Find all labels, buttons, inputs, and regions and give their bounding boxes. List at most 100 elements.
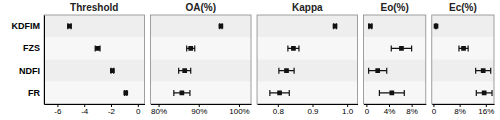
row-band [364, 37, 426, 59]
y-tick: NDFI [19, 66, 40, 76]
error-cap [287, 45, 288, 51]
error-cap [386, 68, 387, 74]
x-tick-label: 0 [136, 107, 141, 116]
y-axis-line [44, 16, 45, 105]
marks [270, 23, 338, 96]
y-tick-label: NDFI [19, 66, 40, 76]
x-tick: 0.8 [273, 104, 285, 116]
error-cap [190, 68, 191, 74]
x-tick: -6 [54, 104, 62, 116]
x-tick-label: 0.9 [307, 107, 319, 116]
x-tick: 16% [478, 104, 494, 116]
error-cap [490, 68, 491, 74]
marks [434, 23, 492, 96]
marks [67, 23, 128, 96]
row-bands [257, 15, 358, 104]
error-cap [189, 90, 190, 96]
x-axis-line [258, 104, 359, 105]
x-tick-label: 16% [478, 107, 494, 116]
error-cap [173, 90, 174, 96]
panel: 04%8%Eo(%) [364, 2, 427, 116]
chart: -6-4-20KDFIMFZSNDFIFRThreshold80%90%100%… [0, 0, 500, 120]
point [180, 91, 185, 96]
point [277, 91, 282, 96]
row-band [44, 15, 145, 37]
row-band [44, 60, 145, 82]
row-band [257, 37, 358, 59]
x-axis-line [151, 104, 252, 105]
x-tick: -2 [108, 104, 116, 116]
point [123, 91, 128, 96]
plot-frame [257, 15, 358, 104]
title: Kappa [292, 2, 323, 13]
x-tick-label: -6 [54, 107, 62, 116]
x-tick: 90% [191, 104, 207, 116]
error-cap [458, 45, 459, 51]
point [110, 68, 115, 73]
x-tick: 0 [432, 104, 437, 116]
y-tick-label: KDFIM [12, 21, 41, 31]
x-tick: 8% [406, 104, 418, 116]
x-tick: 0 [136, 104, 141, 116]
y-tick-label: FR [28, 88, 40, 98]
point [333, 24, 338, 29]
row-bands [44, 15, 145, 104]
y-tick-label: FZS [23, 43, 40, 53]
error-cap [294, 68, 295, 74]
row-band [432, 37, 494, 59]
point [368, 24, 373, 29]
error-cap [368, 68, 369, 74]
x-tick: -4 [81, 104, 89, 116]
error-cap [194, 45, 195, 51]
row-band [257, 15, 358, 37]
row-bands [364, 15, 426, 104]
point [389, 91, 394, 96]
point [482, 91, 487, 96]
error-cap [186, 45, 187, 51]
y-axis: KDFIM FZS NDFI FR [12, 16, 45, 105]
x-tick-label: 4% [384, 107, 396, 116]
error-cap [289, 90, 290, 96]
error-cap [269, 90, 270, 96]
row-band [151, 37, 252, 59]
point [182, 68, 187, 73]
x-axis: 08%16% [432, 104, 495, 116]
row-band [257, 60, 358, 82]
error-cap [379, 90, 380, 96]
panel: 80%90%100% OA(%) [151, 2, 252, 116]
point [375, 68, 380, 73]
row-band [432, 60, 494, 82]
point [434, 24, 439, 29]
row-band [257, 82, 358, 104]
x-tick-label: -4 [81, 107, 89, 116]
error-cap [475, 68, 476, 74]
marks [174, 23, 223, 96]
title: OA(%) [185, 2, 216, 13]
y-tick: KDFIM [12, 21, 41, 31]
error-cap [468, 45, 469, 51]
x-tick-label: -2 [108, 107, 116, 116]
x-tick-label: 0 [432, 107, 437, 116]
x-tick: 1.0 [342, 104, 354, 116]
error-cap [391, 45, 392, 51]
x-tick-label: 0.8 [273, 107, 285, 116]
error-cap [278, 68, 279, 74]
panel: 0.8 0.9 1.0 Kappa [257, 2, 358, 116]
plot-frame [44, 15, 145, 104]
x-axis: 0.8 0.9 1.0 [258, 104, 359, 116]
point [67, 24, 72, 29]
point [284, 68, 289, 73]
x-axis-line [432, 104, 494, 105]
title: Ec(%) [449, 2, 477, 13]
x-axis: 80%90%100% [151, 104, 252, 116]
row-band [364, 82, 426, 104]
x-tick-label: 90% [191, 107, 207, 116]
x-tick: 0 [365, 104, 370, 116]
x-tick-label: 8% [406, 107, 418, 116]
error-cap [298, 45, 299, 51]
row-band [44, 82, 145, 104]
error-cap [411, 45, 412, 51]
row-bands [151, 15, 252, 104]
row-band [151, 15, 252, 37]
error-cap [491, 90, 492, 96]
